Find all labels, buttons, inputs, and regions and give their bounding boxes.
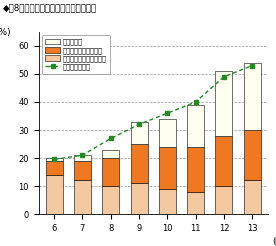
Bar: [74, 180, 91, 214]
Bar: [244, 63, 261, 130]
Bar: [74, 155, 91, 161]
Bar: [187, 147, 204, 192]
Bar: [159, 119, 176, 147]
Bar: [131, 144, 148, 183]
Text: ◆図8　裸眼視力１．０未満の者の割合: ◆図8 裸眼視力１．０未満の者の割合: [3, 4, 97, 13]
Bar: [159, 147, 176, 189]
Bar: [215, 186, 232, 214]
Bar: [102, 158, 119, 186]
Bar: [102, 186, 119, 214]
Bar: [187, 105, 204, 147]
Bar: [74, 161, 91, 180]
Bar: [244, 130, 261, 180]
Bar: [159, 189, 176, 214]
Bar: [46, 175, 63, 214]
Bar: [131, 183, 148, 214]
Bar: [131, 122, 148, 144]
Bar: [46, 161, 63, 175]
Bar: [102, 150, 119, 158]
Bar: [215, 136, 232, 186]
Y-axis label: (%): (%): [0, 28, 11, 37]
Bar: [187, 192, 204, 214]
Legend: ０．３未満, ０．７未満０．３以上, １．０未満０．７０以上, 全国１．０未満: ０．３未満, ０．７未満０．３以上, １．０未満０．７０以上, 全国１．０未満: [42, 35, 110, 74]
Text: (歳): (歳): [272, 236, 276, 245]
Bar: [46, 158, 63, 161]
Bar: [215, 71, 232, 136]
Bar: [244, 180, 261, 214]
